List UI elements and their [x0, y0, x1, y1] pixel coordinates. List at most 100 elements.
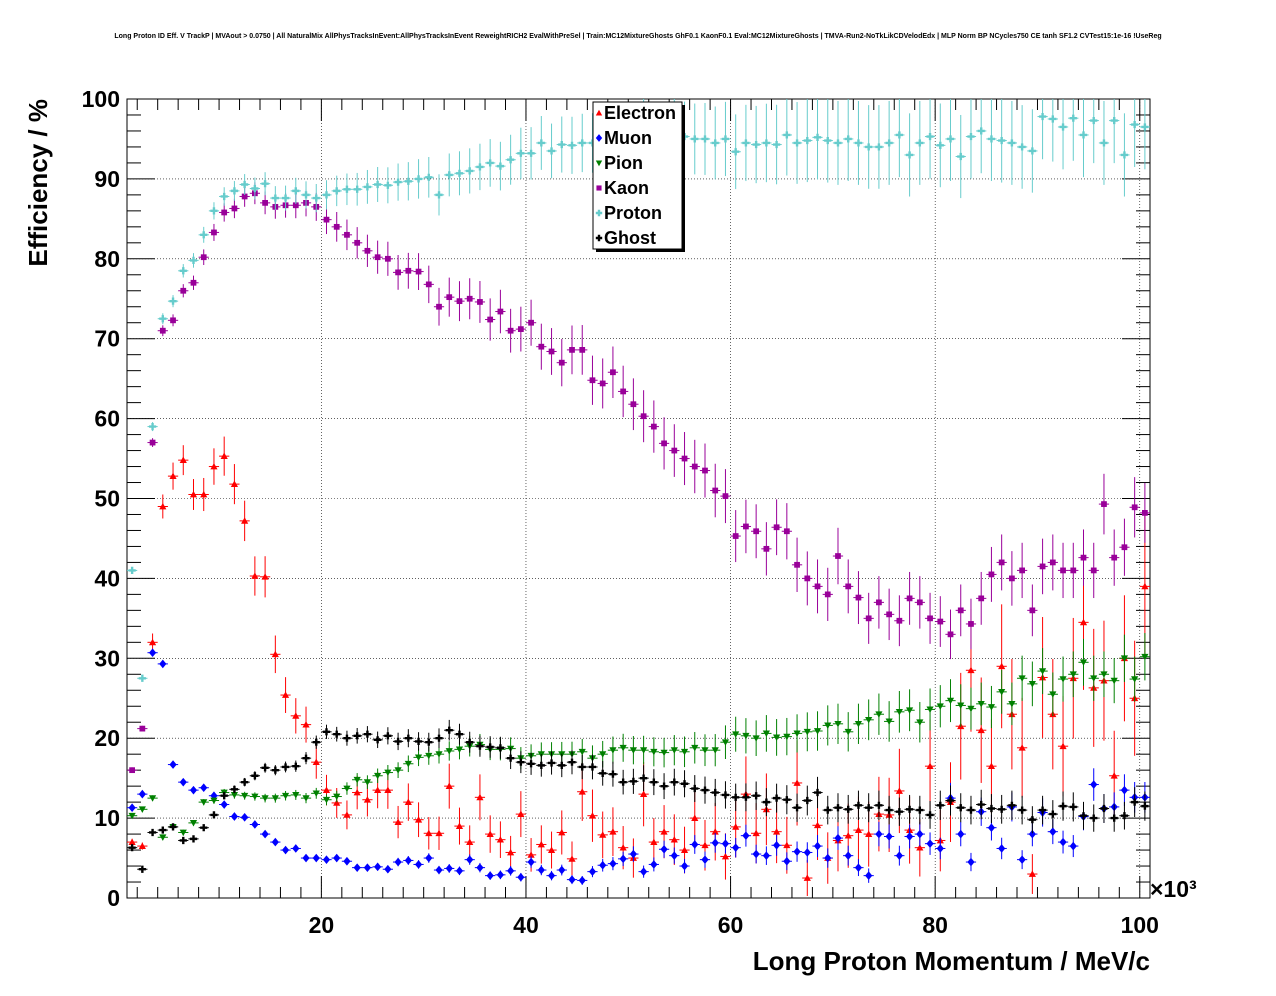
data-point — [691, 135, 699, 143]
data-point — [946, 135, 955, 143]
data-point — [281, 845, 290, 855]
data-point — [486, 830, 494, 837]
data-point — [241, 792, 249, 800]
data-point — [1069, 841, 1077, 851]
data-point — [394, 818, 402, 825]
data-point — [343, 785, 351, 793]
data-point — [650, 838, 658, 845]
data-point — [762, 851, 770, 860]
data-point — [251, 820, 259, 829]
data-point — [987, 704, 996, 711]
legend-label-proton: Proton — [604, 203, 662, 223]
data-point — [241, 778, 249, 786]
data-point — [333, 799, 341, 806]
data-point — [691, 744, 699, 752]
data-point — [425, 829, 433, 837]
data-point — [558, 761, 566, 769]
data-point — [620, 388, 627, 395]
data-point — [752, 140, 760, 149]
data-point — [517, 810, 525, 817]
data-point — [343, 734, 351, 742]
data-point — [148, 422, 157, 431]
data-point — [128, 844, 136, 852]
data-point — [159, 834, 167, 841]
data-point — [445, 171, 453, 179]
data-point — [987, 804, 996, 813]
data-point — [619, 844, 627, 851]
data-point — [1028, 147, 1036, 155]
data-point — [558, 828, 566, 836]
data-point — [455, 746, 464, 753]
data-point — [363, 779, 372, 786]
data-point — [261, 764, 269, 772]
data-point — [262, 199, 268, 206]
data-point — [241, 193, 248, 200]
data-point — [1120, 785, 1129, 795]
data-point — [721, 791, 730, 799]
data-point — [1059, 742, 1067, 750]
data-point — [967, 132, 975, 141]
data-point — [927, 615, 933, 622]
data-point — [292, 792, 300, 799]
data-point — [1080, 554, 1087, 561]
data-point — [271, 194, 279, 202]
data-point — [957, 804, 965, 812]
data-point — [599, 380, 606, 387]
data-point — [813, 841, 822, 851]
data-point — [456, 298, 463, 305]
data-point — [384, 864, 392, 874]
data-point — [743, 523, 749, 530]
data-point — [967, 705, 975, 713]
data-point — [712, 487, 719, 494]
data-point — [220, 800, 228, 809]
data-point — [1121, 544, 1128, 551]
legend-box — [592, 101, 683, 250]
data-point — [803, 796, 811, 805]
data-point — [159, 502, 167, 510]
data-point — [189, 785, 198, 795]
data-point — [1069, 803, 1077, 811]
data-point — [404, 856, 412, 865]
data-point — [1019, 567, 1026, 574]
data-point — [813, 788, 822, 797]
data-point — [670, 778, 678, 786]
data-point — [753, 528, 760, 535]
data-point — [599, 860, 607, 870]
data-point — [445, 748, 453, 755]
data-point — [742, 732, 750, 740]
data-point — [466, 855, 474, 864]
data-point — [487, 316, 494, 323]
data-point — [374, 254, 381, 261]
data-point — [231, 205, 238, 212]
legend-label-electron: Electron — [604, 103, 676, 123]
x-tick-label: 40 — [513, 912, 539, 938]
data-point — [936, 844, 944, 853]
data-point — [671, 447, 678, 454]
data-point — [1069, 671, 1077, 678]
data-point — [179, 836, 187, 845]
data-point — [537, 865, 545, 875]
data-point — [650, 423, 657, 430]
data-point — [721, 839, 730, 848]
data-point — [998, 844, 1006, 853]
data-point — [322, 786, 331, 794]
data-point — [394, 178, 402, 186]
data-point — [783, 841, 791, 849]
data-point — [752, 829, 760, 837]
data-point — [1110, 772, 1118, 779]
data-point — [1028, 680, 1036, 688]
data-point — [148, 638, 157, 646]
data-point — [762, 139, 770, 147]
data-point — [578, 876, 586, 885]
data-point — [1120, 151, 1129, 159]
data-point — [875, 829, 883, 839]
data-point — [834, 139, 842, 147]
data-point — [629, 849, 637, 859]
data-point — [435, 829, 443, 837]
data-point — [865, 871, 873, 880]
data-point — [1131, 676, 1139, 683]
legend-marker-electron — [595, 109, 603, 116]
data-point — [640, 774, 648, 782]
data-point — [477, 299, 483, 305]
data-point — [783, 856, 791, 866]
